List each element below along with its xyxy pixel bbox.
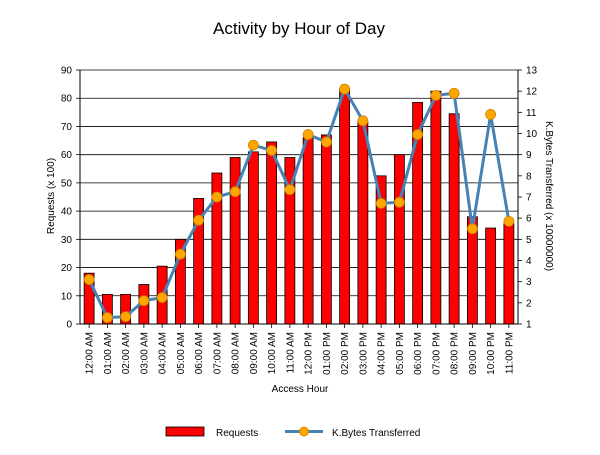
kbytes-point — [120, 311, 132, 322]
y-tick-label: 90 — [61, 66, 73, 77]
kbytes-point — [430, 90, 442, 101]
x-tick-label: 07:00 AM — [212, 332, 223, 374]
kbytes-point — [485, 109, 497, 120]
kbytes-point — [375, 197, 387, 209]
kbytes-point — [357, 115, 369, 127]
x-tick-label: 08:00 AM — [231, 332, 242, 374]
legend-swatch-requests — [165, 426, 205, 437]
bar — [430, 90, 442, 325]
kbytes-point — [339, 83, 351, 95]
y2-tick-label: 2 — [526, 298, 532, 309]
y-tick-label: 70 — [61, 122, 73, 133]
y-tick-label: 0 — [66, 320, 72, 331]
bar — [320, 134, 332, 325]
legend-label-kbytes: K.Bytes Transferred — [332, 428, 420, 439]
x-tick-label: 03:00 PM — [358, 332, 369, 375]
legend-marker-kbytes — [299, 426, 309, 437]
bar — [302, 137, 314, 325]
x-tick-label: 12:00 AM — [85, 332, 96, 374]
y2-axis-label: K.Bytes Transferred (x 10000000) — [543, 121, 554, 271]
bar — [503, 223, 515, 325]
legend-label-requests: Requests — [216, 428, 258, 439]
legend: Requests K.Bytes Transferred — [165, 426, 420, 439]
y-axis-label: Requests (x 100) — [46, 158, 57, 234]
bar — [247, 151, 259, 325]
kbytes-point — [412, 129, 424, 140]
x-axis-label: Access Hour — [272, 384, 329, 395]
x-tick-label: 01:00 PM — [322, 332, 333, 375]
y-tick-label: 40 — [61, 207, 73, 218]
kbytes-point — [284, 184, 296, 195]
kbytes-point — [229, 186, 241, 198]
y2-tick-label: 7 — [526, 193, 532, 204]
kbytes-point — [211, 191, 223, 203]
y2-tick-label: 9 — [526, 150, 532, 161]
x-tick-label: 03:00 AM — [139, 332, 150, 374]
kbytes-point — [266, 145, 278, 156]
y2-tick-label: 13 — [526, 66, 538, 77]
x-tick-label: 02:00 PM — [340, 332, 351, 375]
y-tick-label: 20 — [61, 263, 73, 274]
y-tick-label: 10 — [61, 291, 73, 302]
kbytes-point — [393, 196, 405, 208]
kbytes-point — [174, 248, 186, 260]
bar — [485, 227, 497, 325]
kbytes-point — [138, 295, 150, 307]
x-tick-label: 06:00 PM — [413, 332, 424, 375]
y2-tick-label: 6 — [526, 214, 532, 225]
y2-tick-label: 3 — [526, 277, 532, 288]
kbytes-point — [193, 214, 205, 226]
y2-tick-label: 5 — [526, 235, 532, 246]
kbytes-point — [448, 87, 460, 99]
y2-tick-label: 11 — [526, 108, 537, 119]
x-tick-label: 07:00 PM — [431, 332, 442, 375]
x-tick-label: 11:00 PM — [504, 332, 515, 374]
x-tick-label: 05:00 PM — [395, 332, 406, 375]
x-tick-label: 08:00 PM — [450, 332, 461, 375]
x-tick-label: 02:00 AM — [121, 332, 132, 374]
x-tick-label: 10:00 AM — [267, 332, 278, 374]
y-tick-label: 60 — [61, 150, 73, 161]
y2-tick-label: 1 — [526, 320, 532, 331]
y2-tick-label: 8 — [526, 171, 532, 182]
kbytes-point — [156, 292, 168, 303]
x-tick-label: 10:00 PM — [486, 332, 497, 375]
bar — [266, 141, 278, 325]
x-tick-label: 05:00 AM — [176, 332, 187, 374]
x-tick-label: 09:00 AM — [249, 332, 260, 374]
y-tick-label: 30 — [61, 235, 73, 246]
kbytes-point — [83, 274, 95, 285]
kbytes-point — [466, 223, 478, 235]
y-tick-label: 80 — [61, 94, 73, 105]
bar — [339, 89, 351, 325]
y2-tick-label: 12 — [526, 87, 538, 98]
x-tick-label: 12:00 PM — [304, 332, 315, 375]
y2-tick-label: 4 — [526, 256, 532, 267]
x-tick-label: 06:00 AM — [194, 332, 205, 374]
kbytes-point — [503, 215, 515, 227]
x-tick-label: 09:00 PM — [468, 332, 479, 375]
x-tick-label: 04:00 PM — [377, 332, 388, 375]
bar — [357, 121, 369, 325]
chart-title: Activity by Hour of Day — [213, 19, 385, 38]
y2-tick-label: 10 — [526, 129, 538, 140]
kbytes-point — [302, 129, 314, 140]
bar — [393, 154, 405, 325]
kbytes-point — [101, 312, 113, 324]
kbytes-point — [320, 136, 332, 148]
x-tick-label: 01:00 AM — [103, 332, 114, 374]
x-tick-label: 11:00 AM — [285, 332, 296, 374]
x-tick-label: 04:00 AM — [158, 332, 169, 374]
bar — [448, 113, 460, 325]
kbytes-point — [247, 139, 259, 151]
y-tick-label: 50 — [61, 178, 73, 189]
kbytes-line — [87, 87, 511, 320]
